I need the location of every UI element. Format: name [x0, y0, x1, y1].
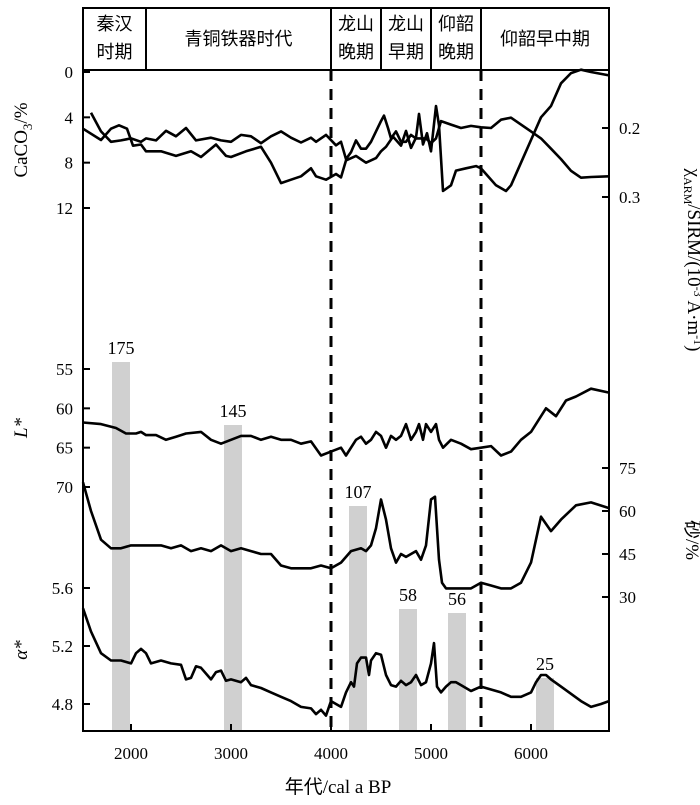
period-label-line2: 早期: [388, 42, 424, 63]
y-tick-label: 45: [619, 545, 636, 564]
data-bar: [224, 425, 242, 731]
y-tick-label: 5.2: [52, 637, 73, 656]
x-tick-label: 6000: [514, 744, 548, 763]
series-line-astar: [81, 607, 610, 717]
y-tick-label: 12: [56, 199, 73, 218]
y-tick-label: 0.2: [619, 119, 640, 138]
series-line-chi: [89, 112, 610, 179]
data-bar: [448, 613, 466, 731]
x-tick-label: 2000: [114, 744, 148, 763]
period-label-line1: 龙山: [338, 14, 374, 35]
axis-title-astar: α*: [11, 640, 32, 660]
period-label: 仰韶早中期: [500, 29, 590, 50]
axis-title-sand: 砂/%: [681, 520, 700, 560]
data-bar: [112, 362, 130, 731]
data-bar-label: 175: [108, 338, 135, 358]
y-tick-label: 5.6: [52, 579, 73, 598]
frame-layer: [82, 7, 610, 732]
period-label-line2: 时期: [97, 42, 133, 63]
axis-title-caco3: CaCO3/%: [11, 102, 35, 177]
x-tick-label: 3000: [214, 744, 248, 763]
data-bar-label: 107: [345, 482, 372, 502]
plot-frame: [82, 7, 610, 732]
x-tick-label: 5000: [414, 744, 448, 763]
data-bar-label: 145: [220, 401, 247, 421]
axis-title-lstar: L*: [11, 417, 32, 439]
period-label-line1: 仰韶: [438, 14, 474, 35]
y-tick-label: 4.8: [52, 695, 73, 714]
y-tick-label: 8: [65, 154, 74, 173]
y-tick-label: 75: [619, 459, 636, 478]
data-bar-label: 25: [536, 654, 554, 674]
series-line-caco3: [82, 68, 610, 193]
y-tick-label: 0.3: [619, 188, 640, 207]
x-axis-title: 年代/cal a BP: [285, 776, 392, 798]
period-label: 青铜铁器时代: [185, 29, 293, 50]
y-tick-label: 60: [619, 502, 636, 521]
y-tick-label: 65: [56, 439, 73, 458]
period-label-line1: 秦汉: [97, 14, 133, 35]
bars-layer: [112, 362, 554, 731]
y-tick-label: 70: [56, 478, 73, 497]
y-tick-label: 55: [56, 360, 73, 379]
axis-title-chi: χARM/SIRM/(10-3 A·m-1): [681, 168, 700, 352]
series-layer: [81, 68, 610, 717]
data-bar-label: 56: [448, 589, 466, 609]
x-tick-label: 4000: [314, 744, 348, 763]
y-tick-label: 60: [56, 399, 73, 418]
series-line-lstar: [82, 387, 610, 457]
period-label-line2: 晚期: [438, 42, 474, 63]
y-tick-label: 0: [65, 63, 74, 82]
data-bar: [536, 678, 554, 731]
y-tick-label: 4: [65, 108, 74, 127]
period-label-line2: 晚期: [338, 42, 374, 63]
data-bar: [349, 506, 367, 731]
data-bar-label: 58: [399, 585, 417, 605]
data-bar: [399, 609, 417, 731]
y-tick-label: 30: [619, 588, 636, 607]
period-label-line1: 龙山: [388, 14, 424, 35]
series-line-sand: [81, 481, 610, 590]
